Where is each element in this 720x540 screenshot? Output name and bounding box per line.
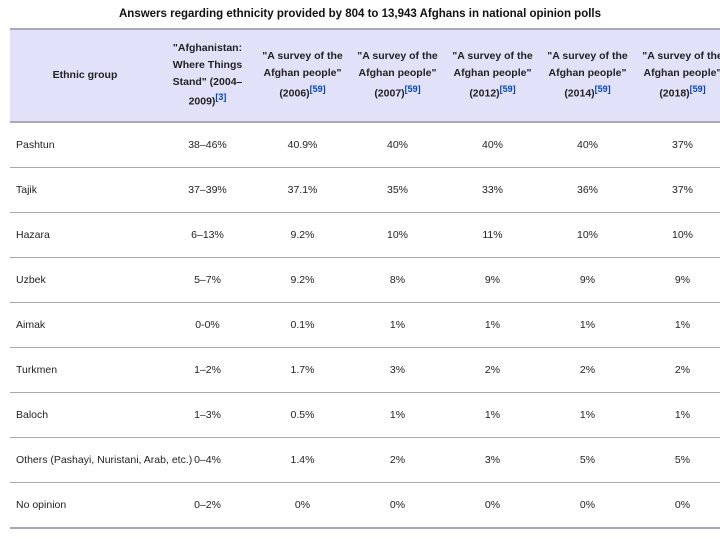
table-caption: Answers regarding ethnicity provided by … (10, 8, 710, 20)
row-label: Tajik (10, 167, 160, 212)
cell: 0% (635, 482, 720, 528)
cell: 40% (445, 122, 540, 168)
row-label: No opinion (10, 482, 160, 528)
ref-link[interactable]: [59] (690, 84, 706, 94)
cell: 37.1% (255, 167, 350, 212)
cell: 2% (540, 347, 635, 392)
cell: 40.9% (255, 122, 350, 168)
row-label: Turkmen (10, 347, 160, 392)
ethnicity-table: Ethnic group "Afghanistan: Where Things … (10, 28, 720, 529)
col-header-survey-2012: "A survey of the Afghan people" (2012)[5… (445, 29, 540, 122)
cell: 0% (255, 482, 350, 528)
cell: 2% (635, 347, 720, 392)
cell: 9.2% (255, 212, 350, 257)
table-row: Turkmen 1–2% 1.7% 3% 2% 2% 2% (10, 347, 720, 392)
row-label: Pashtun (10, 122, 160, 168)
cell: 1% (350, 392, 445, 437)
col-header-label: Ethnic group (53, 69, 118, 81)
cell: 10% (350, 212, 445, 257)
cell: 9% (445, 257, 540, 302)
table-row: Aimak 0-0% 0.1% 1% 1% 1% 1% (10, 302, 720, 347)
cell: 38–46% (160, 122, 255, 168)
cell: 2% (350, 437, 445, 482)
table-row: Hazara 6–13% 9.2% 10% 11% 10% 10% (10, 212, 720, 257)
cell: 1–2% (160, 347, 255, 392)
cell: 0–2% (160, 482, 255, 528)
table-row: Baloch 1–3% 0.5% 1% 1% 1% 1% (10, 392, 720, 437)
cell: 10% (635, 212, 720, 257)
cell: 1.7% (255, 347, 350, 392)
table-header-row: Ethnic group "Afghanistan: Where Things … (10, 29, 720, 122)
cell: 11% (445, 212, 540, 257)
col-header-survey-2007: "A survey of the Afghan people" (2007)[5… (350, 29, 445, 122)
col-header-survey-2006: "A survey of the Afghan people" (2006)[5… (255, 29, 350, 122)
cell: 1% (445, 302, 540, 347)
col-header-label: "A survey of the Afghan people" (2018) (642, 50, 720, 99)
ref-link[interactable]: [59] (595, 84, 611, 94)
cell: 37–39% (160, 167, 255, 212)
table-body: Pashtun 38–46% 40.9% 40% 40% 40% 37% Taj… (10, 122, 720, 528)
cell: 3% (445, 437, 540, 482)
cell: 40% (540, 122, 635, 168)
row-label: Baloch (10, 392, 160, 437)
col-header-label: "A survey of the Afghan people" (2006) (262, 50, 342, 99)
cell: 5% (540, 437, 635, 482)
cell: 1% (540, 302, 635, 347)
cell: 3% (350, 347, 445, 392)
cell: 0-0% (160, 302, 255, 347)
cell: 0% (445, 482, 540, 528)
cell: 1.4% (255, 437, 350, 482)
cell: 0% (350, 482, 445, 528)
table-row: Others (Pashayi, Nuristani, Arab, etc.) … (10, 437, 720, 482)
row-label: Uzbek (10, 257, 160, 302)
cell: 1–3% (160, 392, 255, 437)
cell: 8% (350, 257, 445, 302)
row-label: Others (Pashayi, Nuristani, Arab, etc.) (10, 437, 160, 482)
cell: 37% (635, 167, 720, 212)
col-header-survey-2014: "A survey of the Afghan people" (2014)[5… (540, 29, 635, 122)
cell: 2% (445, 347, 540, 392)
col-header-label: "A survey of the Afghan people" (2007) (357, 50, 437, 99)
col-header-where-things-stand: "Afghanistan: Where Things Stand" (2004–… (160, 29, 255, 122)
row-label: Aimak (10, 302, 160, 347)
cell: 40% (350, 122, 445, 168)
col-header-label: "Afghanistan: Where Things Stand" (2004–… (173, 42, 243, 108)
col-header-survey-2018: "A survey of the Afghan people" (2018)[5… (635, 29, 720, 122)
cell: 0.1% (255, 302, 350, 347)
cell: 1% (635, 302, 720, 347)
cell: 0% (540, 482, 635, 528)
col-header-label: "A survey of the Afghan people" (2014) (547, 50, 627, 99)
cell: 1% (635, 392, 720, 437)
table-row: Pashtun 38–46% 40.9% 40% 40% 40% 37% (10, 122, 720, 168)
cell: 1% (445, 392, 540, 437)
cell: 35% (350, 167, 445, 212)
cell: 37% (635, 122, 720, 168)
row-label: Hazara (10, 212, 160, 257)
table-row: Tajik 37–39% 37.1% 35% 33% 36% 37% (10, 167, 720, 212)
cell: 0.5% (255, 392, 350, 437)
ref-link[interactable]: [59] (310, 84, 326, 94)
col-header-ethnic-group: Ethnic group (10, 29, 160, 122)
ref-link[interactable]: [59] (500, 84, 516, 94)
col-header-label: "A survey of the Afghan people" (2012) (452, 50, 532, 99)
cell: 10% (540, 212, 635, 257)
ref-link[interactable]: [59] (405, 84, 421, 94)
cell: 6–13% (160, 212, 255, 257)
cell: 9% (540, 257, 635, 302)
cell: 1% (540, 392, 635, 437)
table-row: No opinion 0–2% 0% 0% 0% 0% 0% (10, 482, 720, 528)
cell: 5–7% (160, 257, 255, 302)
cell: 9% (635, 257, 720, 302)
cell: 36% (540, 167, 635, 212)
table-row: Uzbek 5–7% 9.2% 8% 9% 9% 9% (10, 257, 720, 302)
cell: 33% (445, 167, 540, 212)
ref-link[interactable]: [3] (215, 92, 226, 102)
cell: 9.2% (255, 257, 350, 302)
cell: 5% (635, 437, 720, 482)
cell: 1% (350, 302, 445, 347)
